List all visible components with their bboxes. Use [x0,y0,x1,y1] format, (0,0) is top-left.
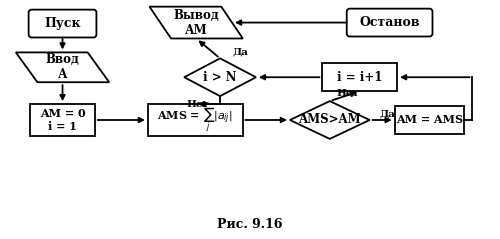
Text: Останов: Останов [360,16,420,29]
Text: Да: Да [232,48,248,57]
Polygon shape [290,101,370,139]
Text: AMS>AM: AMS>AM [298,114,361,126]
Text: AM = AMS: AM = AMS [396,114,463,125]
FancyBboxPatch shape [346,9,432,37]
Bar [322,63,397,91]
Polygon shape [16,52,109,82]
Text: i > N: i > N [204,71,237,84]
Bar [148,104,242,136]
Text: AMS = $\sum_j|a_{ij}|$: AMS = $\sum_j|a_{ij}|$ [158,105,233,135]
Polygon shape [150,7,243,38]
Polygon shape [184,58,256,96]
Text: Да: Да [380,109,396,119]
Bar [394,106,464,134]
Text: Нет: Нет [186,100,210,109]
Text: Вывод
АМ: Вывод АМ [174,9,219,37]
Text: Пуск: Пуск [44,17,81,30]
Text: Ввод
А: Ввод А [46,53,80,81]
FancyBboxPatch shape [28,10,96,38]
Text: Рис. 9.16: Рис. 9.16 [218,218,283,231]
Text: Нет: Нет [336,89,359,98]
Text: i = i+1: i = i+1 [337,71,382,84]
Text: AM = 0
i = 1: AM = 0 i = 1 [40,108,86,132]
Bar [30,104,95,136]
